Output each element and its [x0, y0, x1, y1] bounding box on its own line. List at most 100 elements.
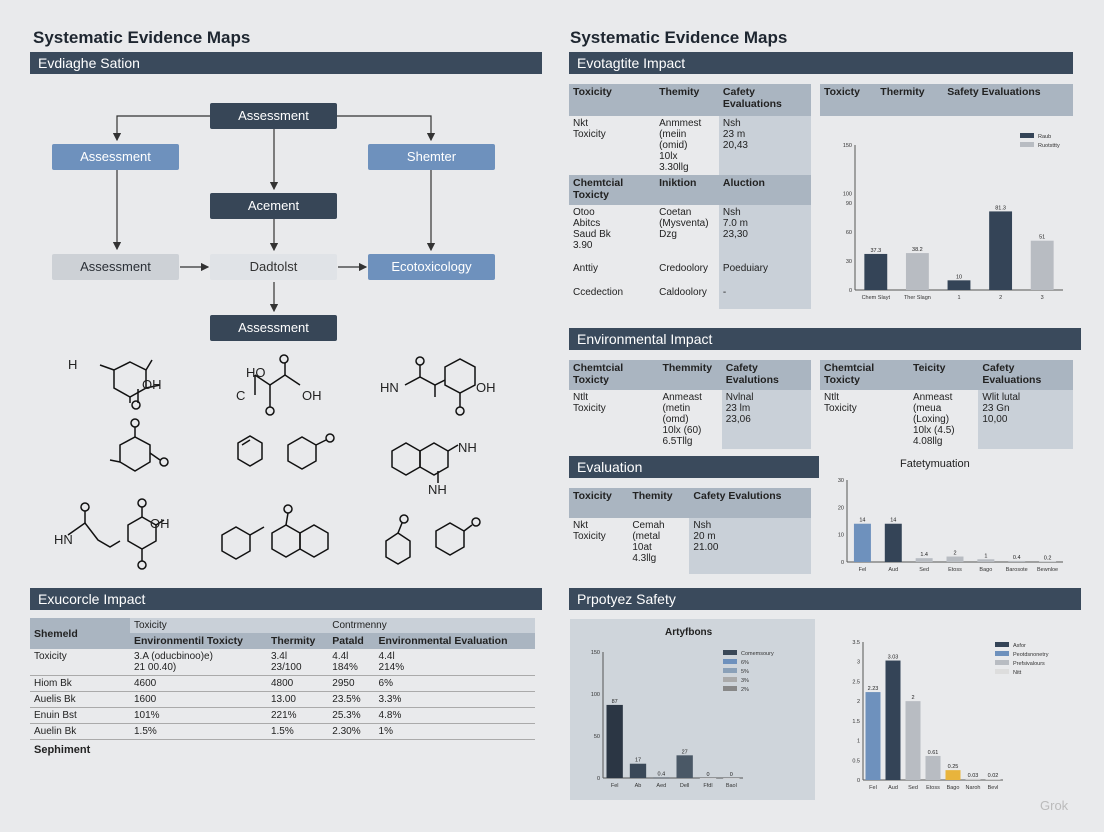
col-header: Thermity — [270, 635, 316, 647]
legend-label: Asfor — [1013, 643, 1026, 649]
grok-watermark: Grok — [1040, 798, 1069, 813]
bar — [1008, 560, 1026, 562]
legend-label: 3% — [741, 678, 749, 684]
legend-label: 2% — [741, 687, 749, 693]
bar — [676, 755, 693, 778]
bar-chart-2: Fel Aud Sed Etoss Bago Barosote Bewnloe 14 14 1.4… — [838, 478, 1063, 573]
x-tick-label: 3 — [1041, 295, 1044, 301]
col-header: Chemtcial Toxicty — [824, 362, 875, 386]
bar — [925, 755, 941, 780]
bar — [864, 253, 888, 290]
y-tick-label: 2 — [857, 699, 860, 705]
y-tick-label: 0 — [857, 778, 860, 784]
y-tick-label: 90 — [846, 201, 852, 207]
y-tick-label: 10 — [838, 533, 844, 539]
bar — [945, 770, 961, 780]
y-tick-label: 30 — [838, 478, 844, 484]
col-header: Cafety Evaluations — [982, 362, 1042, 386]
bar — [853, 523, 871, 562]
bar — [865, 692, 881, 780]
data-label: 2 — [953, 551, 956, 557]
bar — [965, 778, 981, 780]
safety-section-header: Prpotyez Safety — [569, 588, 1081, 610]
col-header: Themmity — [662, 362, 713, 374]
cell: Poeduiary — [718, 261, 811, 285]
mol-label: HN — [380, 380, 399, 395]
evaluation-header: Evaluation — [569, 456, 819, 478]
row-label: Hiom Bk — [34, 678, 72, 689]
cell: Credoolory — [659, 263, 709, 274]
bar — [915, 558, 933, 562]
molecule-3 — [404, 358, 476, 407]
y-tick-label: 0 — [597, 776, 600, 782]
col-header: Cafety Evaluations — [722, 86, 782, 110]
cell: Nsh 23 m 20,43 — [718, 116, 811, 175]
bar — [905, 253, 929, 290]
cell: 1600 — [134, 694, 157, 705]
flow-node-mid: Acement — [210, 193, 337, 219]
legend-swatch — [723, 686, 737, 691]
x-tick-label: 2 — [999, 295, 1002, 301]
molecule-5 — [391, 442, 459, 483]
cell: Nsh 7.0 m 23,30 — [718, 205, 811, 261]
col-header: Cafety Evalutions — [693, 490, 782, 502]
cell: Wlit lutal 23 Gn 10,00 — [978, 390, 1073, 449]
col-header: Aluction — [722, 177, 765, 189]
legend-swatch — [723, 650, 737, 655]
bar — [653, 777, 670, 779]
bar — [947, 280, 971, 290]
mol-label: OH — [142, 377, 162, 392]
cell: Coetan (Mysventa) Dzg — [659, 207, 709, 240]
right-title: Systematic Evidence Maps — [570, 28, 788, 47]
data-label: 14 — [890, 518, 896, 524]
mol-label: H — [68, 357, 78, 372]
cell: Caldoolory — [659, 287, 707, 298]
data-label: 0.02 — [988, 773, 999, 779]
data-label: 10 — [956, 274, 962, 280]
y-tick-label: 0 — [841, 560, 844, 566]
table-row: Toxicity 3.A (oducbinoo)e) 21 00.40) 3.4… — [30, 649, 535, 676]
x-tick-label: Naroh — [966, 785, 981, 791]
flow-node-bottom: Assessment — [210, 315, 337, 341]
cell: 4.4l 184% — [332, 651, 358, 673]
cell: 4.8% — [378, 710, 402, 721]
impact-section-header: Evotagtite Impact — [569, 52, 1073, 74]
data-label: 0.61 — [928, 750, 939, 756]
y-tick-label: 0 — [849, 288, 852, 294]
x-tick-label: Fel — [611, 783, 619, 789]
cell: Nkt Toxicity — [573, 118, 606, 140]
flow-node-right1: Shemter — [368, 144, 495, 170]
mol-label: HN — [54, 532, 73, 547]
flow-connectors — [112, 115, 436, 313]
x-tick-label: Ffdl — [703, 783, 712, 789]
flow-node-center2: Dadtolst — [210, 254, 337, 280]
cell: 4.4l 214% — [378, 651, 405, 673]
bar — [606, 704, 623, 778]
cell: Anttiy — [573, 263, 599, 274]
flow-node-right2: Ecotoxicology — [368, 254, 495, 280]
data-label: 14 — [859, 518, 865, 524]
y-tick-label: 2.5 — [852, 679, 860, 685]
cell: 2.30% — [332, 726, 361, 737]
molecule-4 — [109, 427, 161, 472]
col-header: Cafety Evalutions — [725, 362, 779, 386]
molecule-structures — [67, 354, 481, 570]
data-label: 0.4 — [1013, 555, 1021, 561]
x-tick-label: Etoss — [948, 567, 962, 573]
col-header: Chemtcial Toxicty — [573, 362, 624, 386]
col-header: Safety Evaluations — [947, 86, 1041, 98]
legend-label: Prefsivalours — [1013, 661, 1045, 667]
x-tick-label: Ab — [635, 783, 642, 789]
flow-section-header: Evdiaghe Sation — [30, 52, 542, 74]
group-header-1: Toxicity — [130, 618, 329, 633]
bar — [699, 778, 717, 779]
data-label: 0.25 — [948, 764, 959, 770]
x-tick-label: Ther Slagn — [904, 295, 931, 301]
bar — [629, 763, 647, 778]
cell: 13.00 — [270, 694, 296, 705]
cell: - — [718, 285, 811, 309]
cell: 25.3% — [332, 710, 361, 721]
cell: Ntlt Toxicity — [573, 392, 606, 414]
toxicity-table-5: Toxicity Themity Cafety Evalutions Nkt T… — [569, 488, 811, 574]
molecule-benzene-2 — [287, 436, 317, 470]
